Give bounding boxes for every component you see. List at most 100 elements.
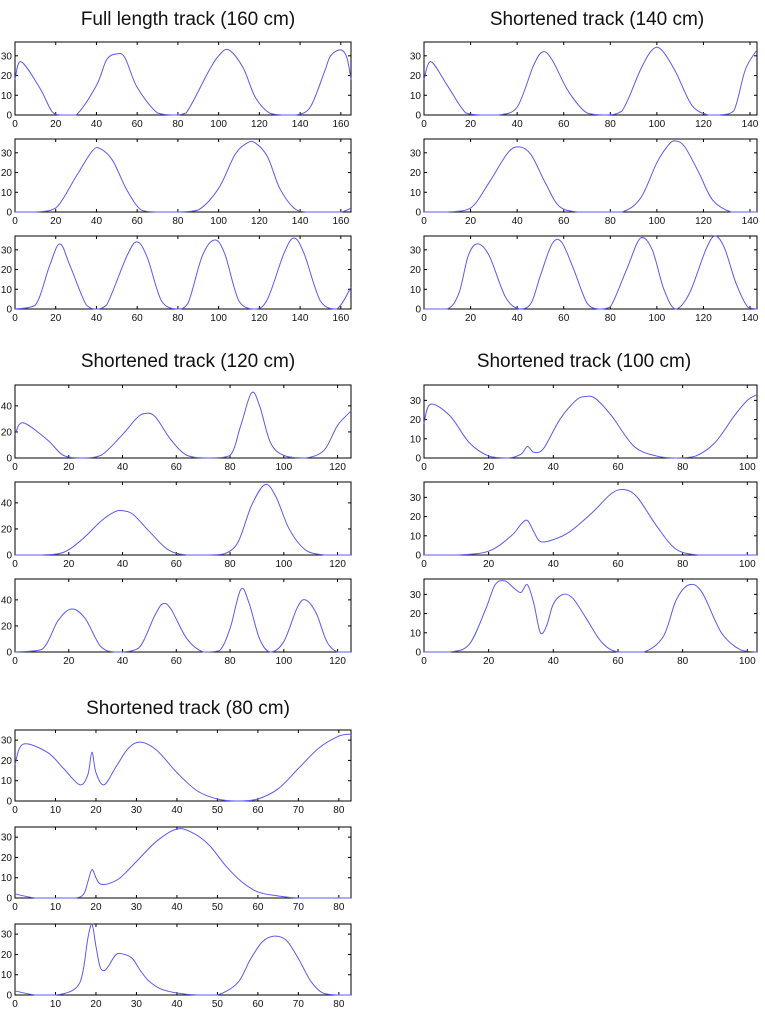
x-tick-label: 80 <box>172 313 184 324</box>
x-tick-label: 40 <box>548 559 560 570</box>
y-tick-label: 10 <box>1 285 13 296</box>
chart-panel-4: 0 20 40 60 80 100 120 140 0 10 20 30 <box>410 138 759 227</box>
x-tick-label: 120 <box>329 462 346 473</box>
x-tick-label: 100 <box>649 119 666 130</box>
y-tick-label: 0 <box>6 894 12 905</box>
y-tick-label: 30 <box>410 396 422 407</box>
x-tick-label: 160 <box>332 216 349 227</box>
x-tick-label: 100 <box>210 119 227 130</box>
y-tick-label: 0 <box>415 551 421 562</box>
y-tick-label: 10 <box>1 776 13 787</box>
y-tick-label: 20 <box>1 524 13 535</box>
x-tick-label: 0 <box>421 216 427 227</box>
y-tick-label: 10 <box>1 970 13 981</box>
x-tick-label: 60 <box>252 902 264 913</box>
y-tick-label: 0 <box>6 991 12 1002</box>
x-tick-label: 20 <box>90 805 102 816</box>
x-tick-label: 20 <box>63 559 75 570</box>
data-series-line <box>423 488 757 556</box>
x-tick-label: 40 <box>512 119 524 130</box>
x-tick-label: 70 <box>293 902 305 913</box>
group-title-80cm: Shortened track (80 cm) <box>86 698 290 719</box>
y-tick-label: 0 <box>415 111 421 122</box>
chart-panel-13: 0 10 20 30 40 50 60 70 80 0 10 20 30 <box>1 826 352 913</box>
chart-panel-3: 0 20 40 60 80 100 120 140 0 10 20 30 <box>410 41 759 130</box>
chart-panel-5: 0 20 40 60 80 100 120 140 0 10 20 30 <box>410 235 759 324</box>
plot-frame <box>423 481 758 556</box>
x-tick-label: 20 <box>63 462 75 473</box>
x-tick-label: 60 <box>558 313 570 324</box>
x-tick-label: 50 <box>212 902 224 913</box>
chart-panel-11: 0 20 40 60 80 100 0 10 20 30 <box>410 578 758 667</box>
y-tick-label: 20 <box>410 265 422 276</box>
group-title-120cm: Shortened track (120 cm) <box>80 351 296 372</box>
y-tick-label: 30 <box>1 245 13 256</box>
plot-frame <box>423 578 758 653</box>
x-tick-label: 80 <box>605 216 617 227</box>
x-tick-label: 10 <box>50 999 62 1010</box>
y-tick-label: 40 <box>1 595 13 606</box>
x-tick-label: 120 <box>695 216 712 227</box>
x-tick-label: 140 <box>742 216 759 227</box>
y-tick-label: 20 <box>1 168 13 179</box>
y-tick-label: 0 <box>6 551 12 562</box>
x-tick-label: 20 <box>465 216 477 227</box>
x-tick-label: 160 <box>332 313 349 324</box>
data-series-line <box>14 587 351 653</box>
y-tick-label: 30 <box>410 51 422 62</box>
group-title-160cm: Full length track (160 cm) <box>80 9 296 30</box>
x-tick-label: 20 <box>50 216 62 227</box>
y-tick-label: 10 <box>1 91 13 102</box>
y-tick-label: 0 <box>6 797 12 808</box>
x-tick-label: 20 <box>63 656 75 667</box>
x-tick-label: 0 <box>12 462 18 473</box>
data-series-line <box>423 394 758 459</box>
plot-frame <box>423 41 758 116</box>
y-tick-label: 20 <box>1 265 13 276</box>
chart-panel-10: 0 20 40 60 80 100 0 10 20 30 <box>410 481 758 570</box>
x-tick-label: 40 <box>91 216 103 227</box>
x-tick-label: 30 <box>131 902 143 913</box>
y-tick-label: 10 <box>410 285 422 296</box>
y-tick-label: 10 <box>410 188 422 199</box>
x-tick-label: 80 <box>333 805 345 816</box>
y-tick-label: 20 <box>410 512 422 523</box>
data-series-line <box>14 483 351 556</box>
x-tick-label: 0 <box>12 656 18 667</box>
x-tick-label: 120 <box>251 313 268 324</box>
y-tick-label: 10 <box>410 531 422 542</box>
x-tick-label: 60 <box>171 462 183 473</box>
x-tick-label: 40 <box>548 656 560 667</box>
x-tick-label: 40 <box>512 216 524 227</box>
x-tick-label: 0 <box>421 462 427 473</box>
y-tick-label: 10 <box>410 628 422 639</box>
x-tick-label: 140 <box>742 313 759 324</box>
x-tick-label: 120 <box>251 216 268 227</box>
y-tick-label: 10 <box>410 434 422 445</box>
x-tick-label: 120 <box>695 119 712 130</box>
x-tick-label: 50 <box>212 999 224 1010</box>
x-tick-label: 80 <box>172 216 184 227</box>
y-tick-label: 40 <box>1 401 13 412</box>
data-series-line <box>14 733 352 802</box>
plot-frame <box>423 235 758 310</box>
x-tick-label: 100 <box>210 216 227 227</box>
x-tick-label: 0 <box>421 559 427 570</box>
x-tick-label: 80 <box>224 462 236 473</box>
group-title-140cm: Shortened track (140 cm) <box>489 9 705 30</box>
x-tick-label: 60 <box>171 656 183 667</box>
x-tick-label: 80 <box>224 559 236 570</box>
x-tick-label: 80 <box>172 119 184 130</box>
x-tick-label: 40 <box>91 119 103 130</box>
y-tick-label: 30 <box>410 493 422 504</box>
plot-frame <box>14 138 352 213</box>
y-tick-label: 0 <box>6 305 12 316</box>
data-series-line <box>14 48 352 116</box>
y-tick-label: 30 <box>1 833 13 844</box>
x-tick-label: 0 <box>12 313 18 324</box>
x-tick-label: 60 <box>252 805 264 816</box>
y-tick-label: 10 <box>1 873 13 884</box>
y-tick-label: 0 <box>6 111 12 122</box>
x-tick-label: 20 <box>483 656 495 667</box>
plot-frame <box>14 384 352 459</box>
